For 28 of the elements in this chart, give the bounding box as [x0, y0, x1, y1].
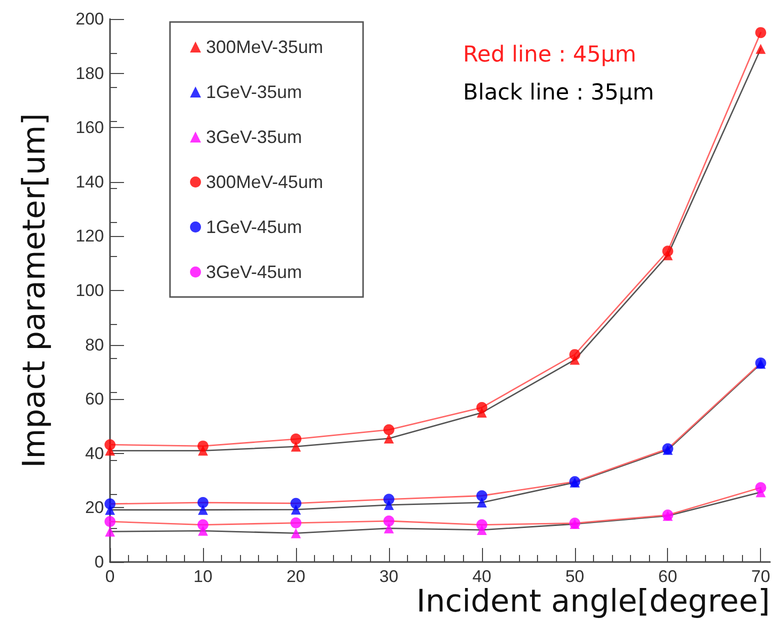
- y-tick-label: 100: [76, 281, 104, 300]
- annotation: Red line : 45μm: [463, 42, 636, 68]
- x-tick-label: 40: [472, 567, 492, 586]
- legend-label: 300MeV-45um: [206, 172, 324, 192]
- y-tick-label: 180: [76, 64, 104, 83]
- y-tick-label: 160: [76, 118, 104, 138]
- legend-label: 1GeV-35um: [206, 82, 302, 102]
- y-tick-label: 40: [85, 444, 104, 463]
- legend-label: 3GeV-35um: [206, 127, 302, 147]
- legend-label: 1GeV-45um: [206, 217, 302, 237]
- x-tick-label: 70: [751, 567, 770, 586]
- legend-label: 300MeV-35um: [206, 37, 324, 57]
- x-tick-label: 50: [565, 567, 584, 586]
- y-tick-label: 200: [76, 10, 104, 28]
- x-tick-label: 30: [379, 567, 398, 586]
- y-tick-label: 20: [85, 498, 104, 518]
- x-tick-label: 20: [286, 567, 306, 586]
- x-axis-title: Incident angle[degree]: [416, 584, 770, 620]
- x-tick-label: 60: [658, 567, 678, 586]
- legend-label: 3GeV-45um: [206, 262, 302, 282]
- y-tick-label: 60: [85, 390, 104, 409]
- y-axis-title: Impact parameter[um]: [16, 113, 52, 468]
- y-tick-label: 80: [85, 335, 104, 354]
- annotation: Black line : 35μm: [463, 80, 654, 106]
- x-tick-label: 10: [193, 567, 212, 586]
- y-tick-label: 140: [76, 172, 104, 192]
- y-tick-label: 120: [76, 226, 104, 246]
- y-tick-label: 0: [94, 552, 104, 572]
